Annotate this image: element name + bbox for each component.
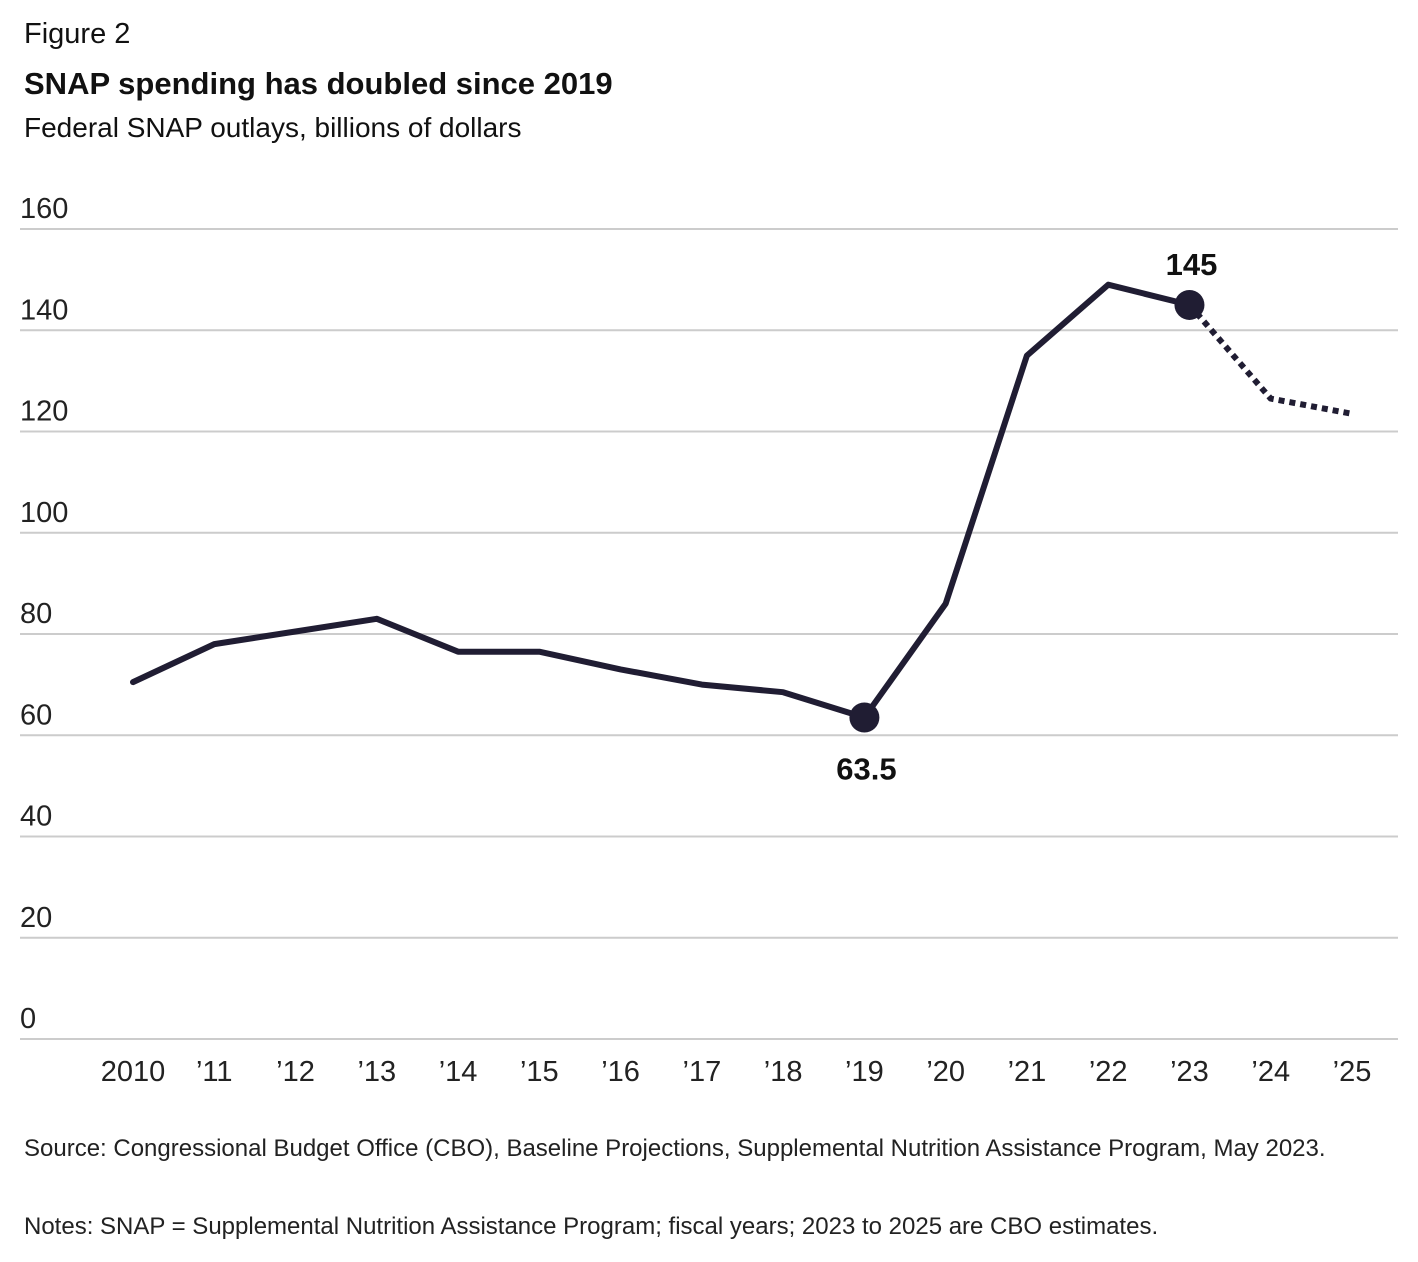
x-tick-label-2010: 2010 xyxy=(101,1056,166,1088)
data-point-2023 xyxy=(1174,289,1205,320)
source-note: Source: Congressional Budget Office (CBO… xyxy=(24,1135,1326,1162)
y-tick-label-120: 120 xyxy=(20,396,68,428)
series-line-estimate xyxy=(1187,302,1353,417)
y-tick-label-80: 80 xyxy=(20,598,52,630)
y-tick-label-60: 60 xyxy=(20,699,52,731)
notes-text: Notes: SNAP = Supplemental Nutrition Ass… xyxy=(24,1213,1159,1240)
y-tick-label-100: 100 xyxy=(20,497,68,529)
data-point-2019 xyxy=(849,702,880,733)
x-tick-label-2025: ’25 xyxy=(1333,1056,1372,1088)
y-tick-label-140: 140 xyxy=(20,294,68,326)
data-label-2023: 145 xyxy=(1166,247,1218,282)
x-tick-label-2023: ’23 xyxy=(1170,1056,1209,1088)
x-tick-label-2018: ’18 xyxy=(764,1056,803,1088)
figure-label: Figure 2 xyxy=(24,18,131,50)
x-tick-label-2024: ’24 xyxy=(1251,1056,1290,1088)
series-lines xyxy=(130,281,1353,721)
x-tick-label-2021: ’21 xyxy=(1008,1056,1047,1088)
x-tick-label-2019: ’19 xyxy=(845,1056,884,1088)
x-tick-label-2016: ’16 xyxy=(601,1056,640,1088)
x-tick-label-2020: ’20 xyxy=(926,1056,965,1088)
x-axis-ticks: 2010 ’11 ’12 ’13 ’14 ’15 ’16 ’17 ’18 ’19 ’20 ’21 ’22… xyxy=(101,1056,1372,1088)
chart-title: SNAP spending has doubled since 2019 xyxy=(24,66,613,101)
data-markers: 63.5 145 xyxy=(836,247,1217,787)
y-axis-ticks: 0 20 40 60 80 100 120 140 160 xyxy=(20,193,68,1035)
x-tick-label-2012: ’12 xyxy=(276,1056,315,1088)
x-tick-label-2017: ’17 xyxy=(683,1056,722,1088)
y-tick-label-0: 0 xyxy=(20,1003,36,1035)
y-tick-label-40: 40 xyxy=(20,801,52,833)
x-tick-label-2015: ’15 xyxy=(520,1056,559,1088)
x-tick-label-2013: ’13 xyxy=(357,1056,396,1088)
x-tick-label-2011: ’11 xyxy=(196,1056,233,1088)
x-tick-label-2014: ’14 xyxy=(439,1056,478,1088)
y-tick-label-20: 20 xyxy=(20,902,52,934)
chart-subtitle: Federal SNAP outlays, billions of dollar… xyxy=(24,112,522,143)
series-line-actual xyxy=(130,281,1193,721)
y-tick-label-160: 160 xyxy=(20,193,68,225)
data-label-2019: 63.5 xyxy=(836,752,896,787)
x-tick-label-2022: ’22 xyxy=(1089,1056,1128,1088)
gridlines xyxy=(20,228,1398,1040)
